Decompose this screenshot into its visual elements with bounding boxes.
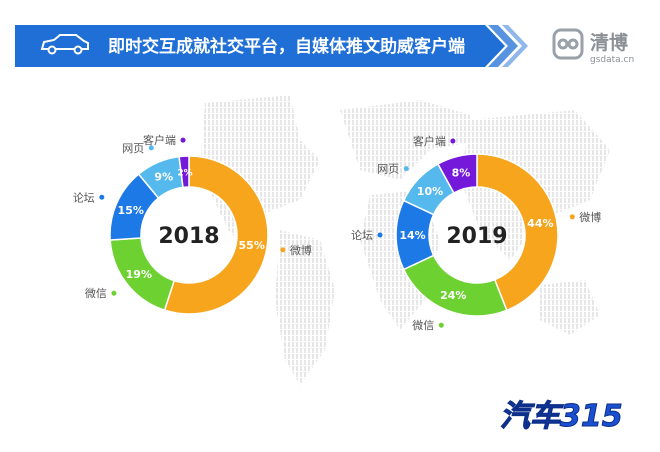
donut-center-label: 2018 bbox=[158, 224, 219, 249]
slice-value-label: 10% bbox=[417, 185, 443, 198]
logo-name: 清博 bbox=[590, 31, 628, 54]
legend-dot bbox=[450, 138, 456, 144]
logo-icon bbox=[552, 28, 584, 60]
slice-category-label: 微博 bbox=[579, 210, 601, 224]
legend-dot bbox=[377, 232, 383, 238]
logo-url: gsdata.cn bbox=[590, 55, 634, 65]
legend-dot bbox=[111, 290, 117, 296]
donut-slice-客户端 bbox=[178, 155, 190, 189]
slice-category-label: 网页 bbox=[377, 163, 399, 176]
legend-dot bbox=[403, 166, 409, 172]
slice-category-label: 微博 bbox=[290, 243, 312, 257]
donut-slice-客户端 bbox=[436, 153, 478, 194]
donut-chart-2019: 44% 微博 24% 微信 14% 论坛 10% 网页 8% 客户端 2019 bbox=[351, 134, 601, 332]
donut-center-label: 2019 bbox=[446, 224, 507, 249]
legend-dot bbox=[280, 247, 286, 253]
footer-brand: 汽车315 bbox=[500, 399, 623, 434]
donut-slice-微博 bbox=[476, 153, 559, 312]
slice-category-label: 客户端 bbox=[143, 133, 176, 147]
slice-category-label: 微信 bbox=[412, 318, 434, 332]
donut-slice-微博 bbox=[163, 155, 269, 315]
charts-area: 55% 微博 19% 微信 15% 论坛 9% 网页 2% 客户端 2018 44% 微博 24% 微信 14… bbox=[73, 133, 601, 332]
legend-dot bbox=[99, 194, 105, 200]
slice-value-label: 15% bbox=[118, 204, 144, 217]
logo: 清博 gsdata.cn bbox=[552, 28, 634, 65]
legend-dot bbox=[180, 137, 186, 143]
header-title: 即时交互成就社交平台，自媒体推文助威客户端 bbox=[108, 36, 465, 57]
slice-value-label: 55% bbox=[239, 239, 265, 252]
slice-value-label: 44% bbox=[527, 217, 553, 230]
slice-value-label: 8% bbox=[452, 167, 471, 180]
slice-value-label: 19% bbox=[126, 268, 152, 281]
header-banner: 即时交互成就社交平台，自媒体推文助威客户端 bbox=[15, 25, 528, 67]
legend-dot bbox=[438, 322, 444, 328]
slice-category-label: 论坛 bbox=[73, 190, 95, 204]
car-icon bbox=[40, 34, 89, 55]
donut-chart-2018: 55% 微博 19% 微信 15% 论坛 9% 网页 2% 客户端 2018 bbox=[73, 133, 312, 315]
legend-dot bbox=[569, 214, 575, 220]
slice-category-label: 客户端 bbox=[413, 134, 446, 148]
slice-value-label: 2% bbox=[177, 169, 192, 179]
footer-brand-badge: 汽车315 bbox=[490, 392, 660, 435]
slice-category-label: 论坛 bbox=[351, 228, 373, 242]
slice-value-label: 9% bbox=[154, 171, 173, 184]
legend-dot bbox=[148, 145, 154, 151]
slice-value-label: 14% bbox=[399, 229, 425, 242]
slice-value-label: 24% bbox=[440, 289, 466, 302]
slice-category-label: 网页 bbox=[122, 142, 144, 155]
slice-category-label: 微信 bbox=[85, 286, 107, 300]
